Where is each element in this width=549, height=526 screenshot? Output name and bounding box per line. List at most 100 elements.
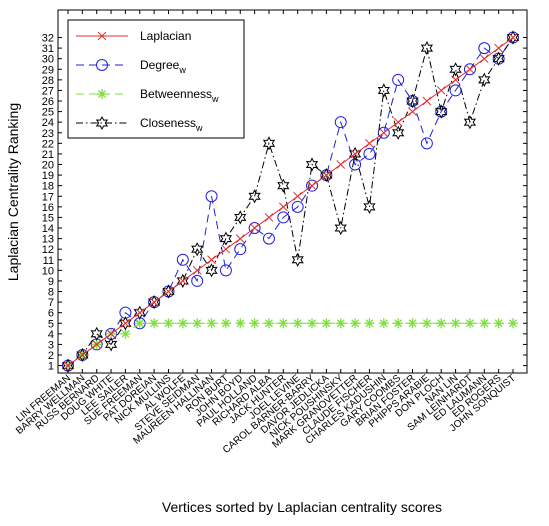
marker	[363, 199, 376, 214]
marker	[78, 350, 87, 360]
legend	[67, 19, 245, 139]
legend-subscript: w	[178, 65, 186, 75]
marker	[133, 305, 146, 320]
marker	[163, 318, 174, 329]
y-axis-label: Laplacian Centrality Ranking	[5, 103, 21, 281]
y-tick-label: 18	[42, 181, 54, 193]
legend-label: Closenessw	[140, 116, 203, 133]
y-tick-label: 4	[48, 329, 54, 341]
marker	[506, 30, 520, 45]
marker	[97, 89, 107, 99]
marker	[307, 181, 317, 191]
marker	[277, 178, 290, 193]
marker	[494, 43, 503, 53]
legend-name: Laplacian	[140, 29, 191, 43]
legend-subscript: w	[195, 123, 203, 133]
marker	[478, 72, 491, 87]
marker	[277, 211, 290, 224]
marker	[350, 318, 361, 329]
marker	[334, 116, 347, 129]
marker	[248, 222, 261, 235]
marker	[321, 318, 332, 329]
marker	[451, 75, 460, 85]
marker	[106, 329, 116, 339]
y-tick-label: 28	[42, 75, 54, 87]
marker	[97, 31, 107, 41]
marker	[377, 126, 390, 139]
y-tick-label: 23	[42, 128, 54, 140]
marker	[92, 340, 102, 349]
legend-label: Betweennessw	[140, 87, 219, 104]
marker	[478, 42, 491, 55]
marker	[365, 138, 374, 148]
marker	[436, 318, 447, 329]
marker	[205, 190, 218, 203]
plot-frame	[57, 9, 528, 374]
legend-subscript: w	[211, 94, 219, 104]
marker	[205, 263, 218, 278]
marker	[176, 253, 189, 266]
marker	[363, 147, 376, 160]
y-tick-label: 27	[42, 85, 54, 97]
marker	[234, 210, 247, 225]
x-axis-label: Vertices sorted by Laplacian centrality …	[162, 499, 442, 515]
legend-name: Betweenness	[140, 87, 212, 101]
marker	[408, 107, 417, 116]
y-tick-label: 10	[42, 265, 54, 277]
marker	[421, 318, 432, 329]
marker	[463, 63, 476, 76]
y-tick-label: 5	[48, 318, 54, 330]
marker	[191, 242, 204, 257]
y-tick-label: 21	[42, 149, 54, 161]
series-line	[67, 322, 513, 366]
marker	[348, 146, 362, 161]
marker	[206, 318, 217, 329]
marker	[191, 274, 204, 287]
marker	[219, 231, 233, 246]
legend-name: Closeness	[140, 116, 196, 130]
marker	[192, 318, 203, 329]
marker	[220, 318, 231, 329]
y-tick-label: 12	[42, 244, 54, 256]
marker	[262, 232, 275, 245]
marker	[305, 157, 319, 172]
y-tick-label: 32	[42, 33, 54, 45]
marker	[147, 295, 161, 310]
marker	[493, 318, 504, 329]
y-tick-label: 16	[42, 202, 54, 214]
y-tick-label: 2	[48, 350, 54, 362]
y-tick-label: 3	[48, 339, 54, 351]
marker	[250, 223, 259, 233]
marker	[96, 59, 108, 71]
marker	[422, 96, 432, 106]
y-tick-label: 7	[48, 297, 54, 309]
y-tick-label: 24	[42, 117, 54, 129]
marker	[492, 51, 505, 66]
legend-label: Laplacian	[140, 29, 191, 43]
marker	[393, 117, 403, 127]
marker	[377, 83, 390, 98]
y-tick-label: 20	[42, 160, 54, 172]
marker	[350, 149, 360, 159]
marker	[293, 191, 303, 201]
marker	[435, 104, 448, 119]
y-tick-label: 1	[48, 361, 54, 373]
marker	[379, 128, 389, 138]
marker	[291, 252, 304, 267]
marker	[393, 318, 404, 329]
y-tick-label: 30	[42, 54, 54, 66]
marker	[320, 168, 333, 183]
series-markers	[62, 31, 519, 372]
marker	[306, 179, 319, 192]
marker	[95, 115, 109, 131]
marker	[162, 284, 175, 299]
marker	[464, 318, 475, 329]
marker	[392, 73, 405, 86]
marker	[307, 318, 318, 329]
marker	[249, 318, 260, 329]
y-tick-label: 8	[48, 287, 54, 299]
marker	[90, 326, 103, 341]
marker	[449, 62, 462, 77]
marker	[450, 318, 461, 329]
